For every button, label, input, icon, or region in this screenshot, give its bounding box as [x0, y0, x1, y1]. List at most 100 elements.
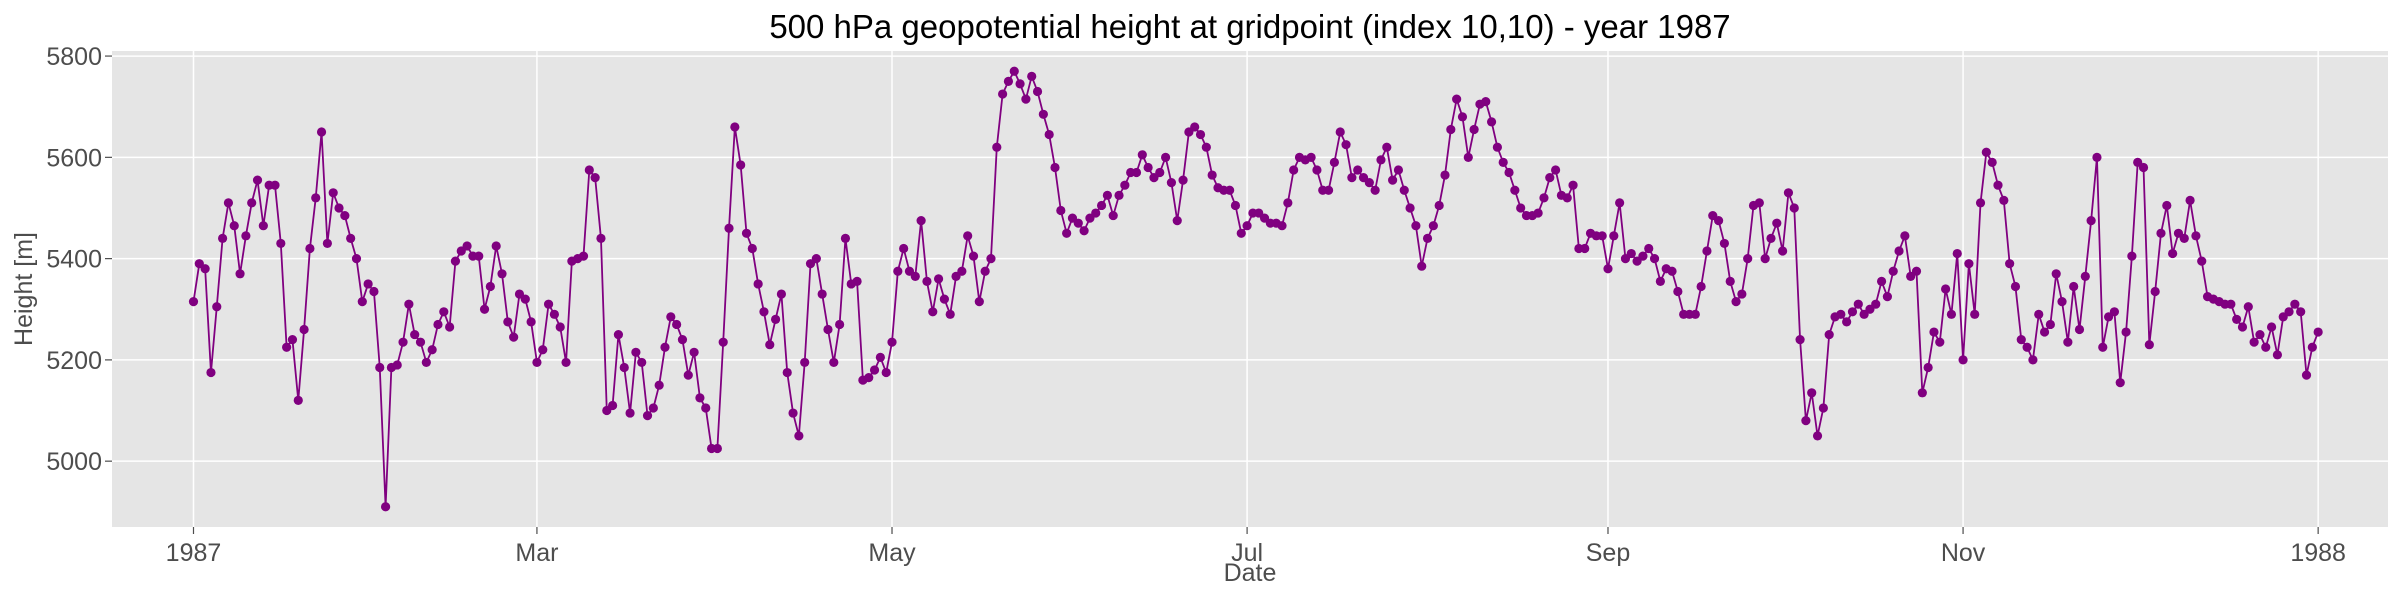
data-point: [1807, 388, 1817, 398]
data-point: [1655, 276, 1665, 286]
data-point: [549, 309, 559, 319]
data-point: [433, 319, 443, 330]
data-point: [2039, 327, 2050, 337]
data-point: [2109, 307, 2120, 317]
data-point: [794, 431, 804, 441]
data-point: [788, 408, 798, 418]
x-tick-label: 1988: [2290, 539, 2346, 567]
data-point: [503, 317, 513, 327]
data-point: [1562, 193, 1572, 203]
data-point: [1801, 416, 1811, 426]
x-tick-label: Sep: [1586, 539, 1630, 567]
data-point: [1306, 152, 1316, 162]
data-point: [2086, 216, 2096, 226]
data-point: [340, 210, 350, 221]
data-point: [299, 324, 309, 335]
data-point: [759, 307, 769, 317]
data-point: [683, 370, 693, 380]
data-point: [933, 274, 944, 284]
data-point: [1388, 175, 1398, 185]
data-point: [677, 335, 688, 345]
data-point: [252, 175, 263, 185]
data-point: [631, 347, 641, 357]
data-point: [247, 198, 257, 208]
data-point: [1131, 167, 1142, 178]
data-point: [1615, 198, 1625, 208]
data-point: [829, 357, 839, 368]
data-point: [2074, 324, 2085, 335]
data-point: [520, 294, 530, 304]
data-point: [363, 279, 373, 289]
data-point: [2168, 248, 2178, 259]
data-point: [596, 233, 606, 243]
data-point: [1329, 157, 1339, 167]
data-point: [1399, 185, 1409, 195]
data-point: [637, 357, 647, 368]
data-point: [625, 408, 635, 418]
data-point: [2301, 370, 2312, 380]
data-point: [1568, 180, 1578, 190]
data-point: [1504, 167, 1514, 178]
data-point: [2057, 297, 2067, 307]
data-point: [672, 319, 682, 330]
data-point: [1073, 218, 1083, 228]
data-point: [398, 337, 408, 347]
data-point: [765, 340, 775, 350]
data-point: [2115, 378, 2125, 388]
data-point: [1341, 140, 1351, 150]
y-tick-label: 5000: [46, 448, 102, 476]
data-point: [1003, 76, 1014, 86]
data-point: [282, 342, 292, 352]
data-point: [695, 393, 705, 403]
data-point: [200, 264, 210, 274]
data-point: [1323, 185, 1334, 195]
data-point: [439, 307, 449, 317]
data-point: [811, 254, 821, 264]
data-point: [1009, 66, 1019, 76]
data-point: [2005, 259, 2015, 269]
data-point: [1172, 216, 1182, 226]
data-point: [2150, 286, 2160, 297]
data-point: [747, 243, 757, 254]
data-point: [1032, 86, 1043, 97]
data-point: [543, 299, 554, 309]
data-point: [1789, 203, 1799, 213]
data-point: [1347, 173, 1357, 183]
data-point: [1871, 299, 1881, 309]
data-point: [800, 357, 810, 368]
data-point: [305, 243, 315, 254]
data-point: [1894, 246, 1904, 256]
data-point: [1702, 246, 1712, 256]
data-point: [1277, 221, 1287, 231]
data-point: [1102, 190, 1112, 200]
data-point: [1987, 157, 1997, 167]
data-point: [1120, 180, 1130, 190]
y-axis-label: Height [m]: [10, 232, 38, 346]
data-point: [380, 502, 391, 512]
data-point: [188, 297, 199, 307]
data-point: [223, 198, 234, 208]
data-point: [1108, 210, 1118, 221]
data-point: [1434, 200, 1444, 211]
data-point: [1766, 233, 1776, 243]
data-point: [1027, 71, 1037, 81]
data-point: [2138, 162, 2149, 173]
data-point: [1958, 355, 1968, 365]
data-point: [474, 251, 484, 261]
data-point: [2307, 342, 2317, 352]
data-point: [1195, 129, 1206, 140]
data-point: [1842, 317, 1852, 327]
data-point: [1393, 165, 1404, 175]
data-point: [968, 251, 979, 261]
data-point: [689, 347, 699, 357]
data-point: [2045, 319, 2055, 330]
data-point: [1743, 254, 1753, 264]
data-point: [613, 329, 624, 340]
x-tick-label: Jul: [1231, 539, 1263, 567]
data-point: [1946, 309, 1957, 319]
data-point: [1091, 208, 1101, 218]
data-point: [1283, 198, 1293, 208]
data-point: [2022, 342, 2032, 352]
data-point: [479, 304, 490, 314]
